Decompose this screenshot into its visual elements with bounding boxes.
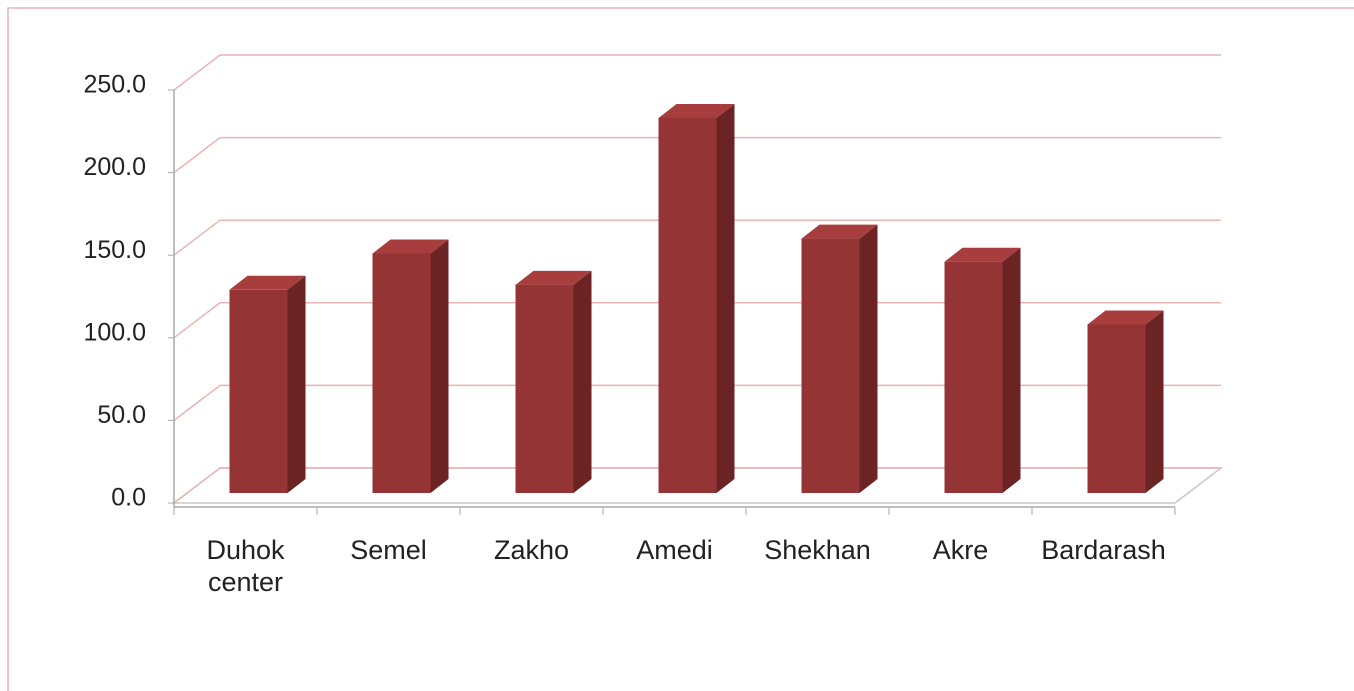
bar-side: [716, 103, 735, 493]
frame: [7, 7, 1354, 691]
bar-top: [944, 247, 1021, 262]
x-tick-label: Semel: [350, 535, 427, 565]
y-tick-label: 250.0: [83, 71, 146, 99]
bar: [1087, 324, 1146, 493]
bar-side: [1145, 310, 1164, 493]
y-tick-label: 100.0: [83, 318, 146, 346]
bar-top: [1087, 310, 1164, 325]
bar: [515, 284, 574, 493]
bar-side: [287, 275, 306, 493]
bar-top: [372, 239, 449, 254]
bar-top: [229, 275, 306, 290]
grid-line: [173, 384, 1221, 421]
x-tick-label: Shekhan: [764, 535, 871, 565]
x-tick-label: Zakho: [493, 535, 570, 565]
grid-line: [173, 54, 1221, 91]
y-tick-label: 150.0: [83, 236, 146, 264]
grid-line: [173, 302, 1221, 339]
bar-side: [859, 224, 878, 494]
bar: [801, 238, 860, 493]
bar-top: [801, 224, 878, 239]
bar: [229, 289, 288, 493]
x-tick-label: Bardarash: [1041, 535, 1166, 565]
bar-side: [573, 270, 592, 493]
bar-side: [1002, 247, 1021, 493]
y-tick-label: 200.0: [83, 153, 146, 181]
x-tick-label: Amedi: [636, 535, 713, 565]
bar: [944, 261, 1003, 493]
bar-top: [658, 103, 735, 118]
grid-line: [173, 136, 1221, 174]
grid-line: [173, 219, 1221, 256]
x-tick-label: Duhok center: [206, 535, 285, 597]
bar: [372, 253, 431, 493]
y-tick-label: 50.0: [97, 401, 146, 429]
bar-side: [430, 239, 449, 493]
x-tick-label: Akre: [932, 535, 989, 565]
bar: [658, 117, 717, 493]
y-tick-label: 0.0: [111, 484, 146, 512]
grid-line: [173, 467, 1221, 504]
bar-top: [515, 270, 592, 285]
